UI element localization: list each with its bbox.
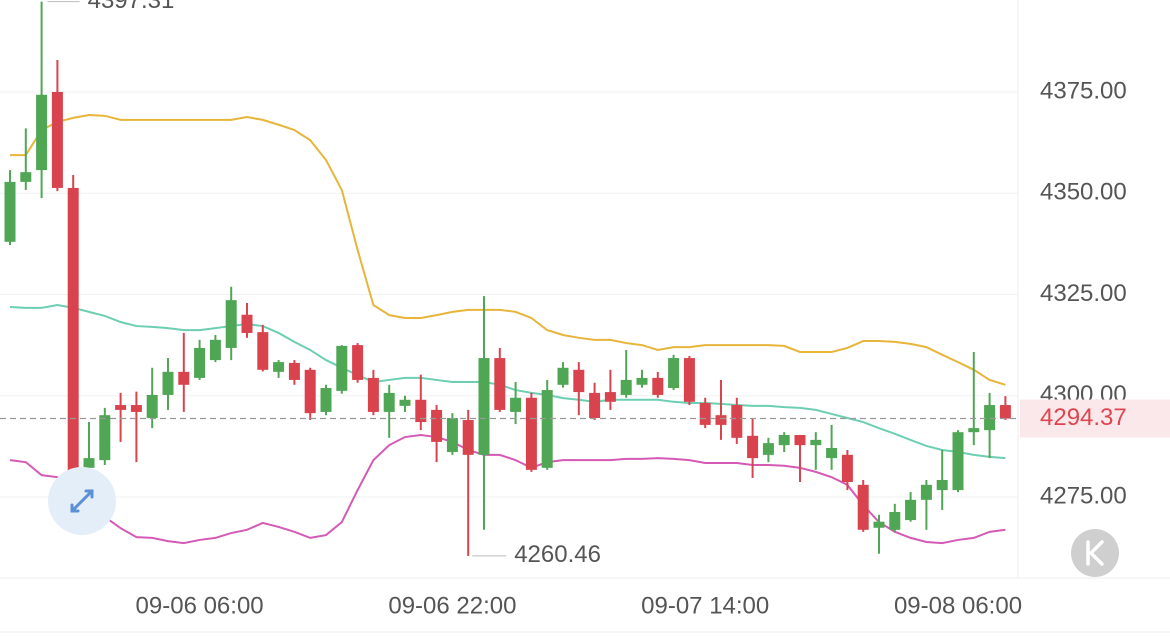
candle-body: [130, 405, 142, 412]
candle-body: [431, 409, 443, 442]
candle-body: [36, 94, 48, 171]
candle-body: [762, 443, 774, 455]
candle-body: [83, 458, 95, 468]
candle-body: [573, 369, 585, 393]
candle-body: [525, 397, 537, 470]
candle-body: [352, 345, 364, 380]
y-tick-label: 4375.00: [1040, 77, 1127, 104]
candle-body: [67, 187, 79, 472]
expand-button[interactable]: [48, 467, 116, 535]
candle-body: [99, 415, 111, 461]
reset-button[interactable]: [1071, 529, 1119, 577]
candle-body: [273, 362, 285, 372]
candle-body: [494, 358, 506, 410]
candle-body: [288, 362, 300, 380]
candle-body: [715, 415, 727, 425]
candle-body: [462, 420, 474, 455]
candle-body: [699, 403, 711, 425]
candle-body: [320, 388, 332, 412]
candle-body: [383, 392, 395, 412]
candle-body: [652, 377, 664, 395]
candle-body: [857, 484, 869, 530]
candle-body: [51, 91, 63, 188]
candle-body: [620, 379, 632, 395]
band-line: [10, 114, 1006, 386]
candle-body: [146, 394, 158, 419]
candle-body: [889, 511, 901, 530]
candle-body: [336, 345, 348, 391]
candle-body: [225, 300, 237, 348]
candle-body: [810, 439, 822, 446]
expand-icon[interactable]: [70, 489, 94, 513]
candle-body: [905, 499, 917, 521]
current-price-box: [1020, 399, 1170, 438]
candle-body: [115, 405, 127, 410]
candle-body: [20, 172, 32, 182]
candle-body: [446, 418, 458, 453]
plot: 09-06 06:00 09-06 22:00 09-07 14:00 09-08 0…: [0, 0, 1170, 619]
candle-body: [936, 479, 948, 491]
x-tick-label: 09-06 22:00: [388, 592, 516, 619]
candle-body: [557, 367, 569, 385]
candle-body: [968, 428, 980, 433]
candle-body: [415, 399, 427, 423]
candle-body: [541, 390, 553, 468]
candle-body: [194, 347, 206, 378]
reset-icon[interactable]: [1086, 540, 1104, 566]
candle-body: [510, 397, 522, 412]
candle-body: [367, 377, 379, 412]
candle-body: [636, 377, 648, 385]
candle-body: [241, 314, 253, 333]
candle-body: [178, 371, 190, 385]
candle-body: [399, 399, 411, 406]
candle-body: [778, 435, 790, 446]
current-price-label: 4294.37: [1040, 404, 1127, 431]
candle-body: [4, 181, 16, 242]
candle-body: [478, 358, 490, 455]
candle-body: [794, 435, 806, 446]
y-tick-label: 4325.00: [1040, 280, 1127, 307]
candle-body: [304, 369, 316, 414]
candle-body: [984, 405, 996, 431]
candle-body: [731, 405, 743, 438]
band-line: [9, 303, 1006, 460]
candle-body: [162, 371, 174, 395]
band-line: [9, 434, 1006, 545]
max-label: 4397.31: [88, 0, 175, 14]
y-tick-label: 4350.00: [1040, 179, 1127, 206]
reset-button-bg[interactable]: [1071, 529, 1119, 577]
candle-body: [952, 432, 964, 491]
candle-body: [209, 339, 221, 361]
x-tick-label: 09-08 06:00: [894, 592, 1022, 619]
y-tick-label: 4275.00: [1040, 482, 1127, 509]
candle-body: [999, 405, 1011, 419]
candle-body: [826, 447, 838, 459]
candle-body: [683, 358, 695, 402]
min-label: 4260.46: [514, 541, 601, 568]
candle-body: [873, 521, 885, 528]
candle-body: [747, 435, 759, 459]
candle-body: [668, 358, 680, 389]
x-tick-label: 09-07 14:00: [641, 592, 769, 619]
candle-body: [604, 392, 616, 402]
candle-body: [841, 454, 853, 483]
candle-body: [920, 484, 932, 500]
candle-body: [589, 392, 601, 419]
x-tick-label: 09-06 06:00: [136, 592, 264, 619]
candle-body: [257, 332, 269, 370]
